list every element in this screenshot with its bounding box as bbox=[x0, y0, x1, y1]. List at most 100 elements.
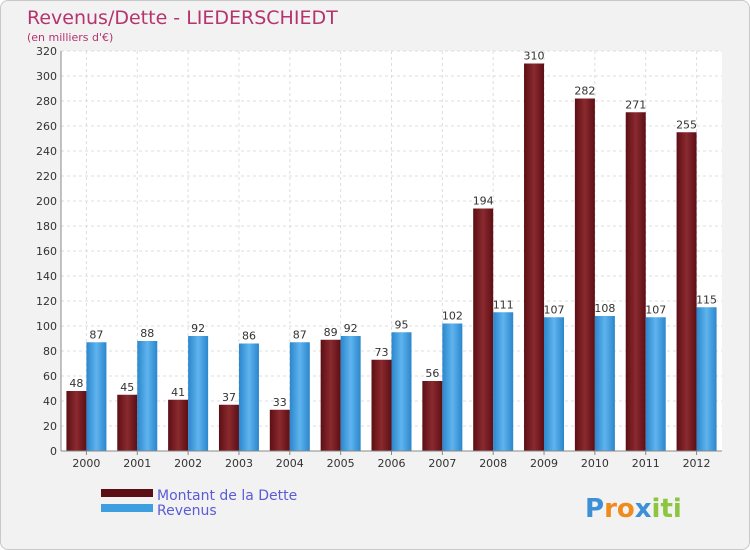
value-label: 108 bbox=[594, 302, 615, 315]
bar-revenus bbox=[696, 307, 717, 451]
legend-swatch-dette bbox=[101, 489, 153, 497]
bar-revenus bbox=[645, 317, 666, 451]
logo-letter: i bbox=[652, 494, 661, 524]
y-tick-label: 280 bbox=[36, 95, 57, 108]
value-label: 37 bbox=[222, 391, 236, 404]
value-label: 102 bbox=[442, 310, 463, 323]
bar-dette bbox=[422, 381, 443, 451]
logo-letter: P bbox=[585, 494, 604, 524]
x-tick-label: 2004 bbox=[276, 457, 304, 470]
x-tick-label: 2012 bbox=[683, 457, 711, 470]
value-label: 282 bbox=[574, 85, 595, 98]
x-tick-label: 2006 bbox=[378, 457, 406, 470]
x-tick-label: 2010 bbox=[581, 457, 609, 470]
x-tick-label: 2000 bbox=[72, 457, 100, 470]
y-tick-label: 240 bbox=[36, 145, 57, 158]
x-tick-label: 2005 bbox=[327, 457, 355, 470]
value-label: 107 bbox=[645, 303, 666, 316]
y-tick-label: 40 bbox=[43, 395, 57, 408]
bar-revenus bbox=[442, 323, 463, 451]
value-label: 89 bbox=[324, 326, 338, 339]
value-label: 48 bbox=[69, 377, 83, 390]
logo-text: Proxiti bbox=[585, 494, 682, 524]
chart-subtitle: (en milliers d'€) bbox=[27, 31, 113, 44]
value-label: 194 bbox=[473, 195, 494, 208]
bar-revenus bbox=[544, 317, 565, 451]
logo-letter: t bbox=[660, 494, 672, 524]
y-tick-label: 80 bbox=[43, 345, 57, 358]
y-tick-label: 320 bbox=[36, 45, 57, 58]
bar-dette bbox=[574, 98, 595, 451]
x-tick-label: 2008 bbox=[479, 457, 507, 470]
x-tick-label: 2009 bbox=[530, 457, 558, 470]
y-tick-label: 60 bbox=[43, 370, 57, 383]
y-tick-label: 300 bbox=[36, 70, 57, 83]
bar-revenus bbox=[289, 342, 310, 451]
legend-label-dette: Montant de la Dette bbox=[157, 488, 297, 504]
y-tick-label: 0 bbox=[50, 445, 57, 458]
logo-letter: o bbox=[617, 494, 635, 524]
bar-dette bbox=[676, 132, 697, 451]
x-tick-label: 2011 bbox=[632, 457, 660, 470]
bar-dette bbox=[320, 339, 341, 451]
bar-dette bbox=[269, 409, 290, 451]
legend-label-revenus: Revenus bbox=[157, 503, 217, 519]
x-tick-label: 2007 bbox=[428, 457, 456, 470]
value-label: 115 bbox=[696, 293, 717, 306]
x-tick-label: 2001 bbox=[123, 457, 151, 470]
logo-letter: i bbox=[673, 494, 682, 524]
bar-dette bbox=[625, 112, 646, 451]
value-label: 310 bbox=[524, 50, 545, 63]
y-tick-label: 200 bbox=[36, 195, 57, 208]
bar-dette bbox=[371, 359, 392, 451]
y-tick-label: 180 bbox=[36, 220, 57, 233]
y-tick-label: 120 bbox=[36, 295, 57, 308]
bar-dette bbox=[117, 394, 138, 451]
chart-title: Revenus/Dette - LIEDERSCHIEDT bbox=[27, 7, 338, 29]
value-label: 45 bbox=[120, 381, 134, 394]
value-label: 86 bbox=[242, 330, 256, 343]
bar-revenus bbox=[340, 336, 361, 451]
logo-letter: r bbox=[604, 494, 617, 524]
bar-revenus bbox=[137, 341, 158, 451]
legend: Montant de la Dette Revenus bbox=[101, 488, 297, 519]
legend-swatch-revenus bbox=[101, 504, 153, 512]
value-label: 255 bbox=[676, 118, 697, 131]
y-tick-label: 260 bbox=[36, 120, 57, 133]
value-label: 92 bbox=[191, 322, 205, 335]
bar-revenus bbox=[188, 336, 209, 451]
bar-revenus bbox=[238, 343, 259, 451]
bar-revenus bbox=[391, 332, 412, 451]
value-label: 87 bbox=[89, 328, 103, 341]
bar-dette bbox=[218, 404, 239, 451]
y-tick-label: 20 bbox=[43, 420, 57, 433]
x-tick-label: 2003 bbox=[225, 457, 253, 470]
bar-revenus bbox=[493, 312, 514, 451]
bar-revenus bbox=[86, 342, 107, 451]
value-label: 92 bbox=[344, 322, 358, 335]
value-label: 111 bbox=[493, 298, 514, 311]
y-tick-label: 220 bbox=[36, 170, 57, 183]
bar-dette bbox=[473, 208, 494, 451]
value-label: 87 bbox=[293, 328, 307, 341]
axes: 0 20 40 60 80 100 120 140 160 180 200 220 240 260 280 3… bbox=[36, 45, 722, 470]
value-label: 95 bbox=[395, 318, 409, 331]
logo-letter: x bbox=[635, 494, 652, 524]
bar-dette bbox=[66, 391, 87, 451]
bars: 48 87 45 88 41 92 37 86 33 87 89 92 73 95 56 102 194 111 3… bbox=[66, 50, 717, 451]
value-label: 41 bbox=[171, 386, 185, 399]
y-tick-label: 160 bbox=[36, 245, 57, 258]
bar-dette bbox=[168, 399, 189, 451]
value-label: 107 bbox=[544, 303, 565, 316]
x-tick-label: 2002 bbox=[174, 457, 202, 470]
y-tick-label: 140 bbox=[36, 270, 57, 283]
value-label: 56 bbox=[425, 367, 439, 380]
value-label: 33 bbox=[273, 396, 287, 409]
bar-dette bbox=[524, 63, 545, 451]
value-label: 88 bbox=[140, 327, 154, 340]
value-label: 73 bbox=[375, 346, 389, 359]
value-label: 271 bbox=[625, 98, 646, 111]
proxiti-logo: Proxiti bbox=[585, 494, 682, 524]
